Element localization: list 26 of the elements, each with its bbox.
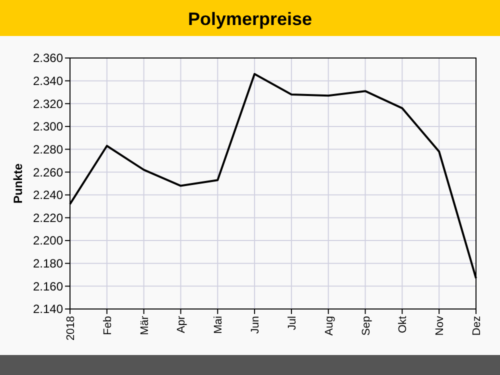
x-tick-label: Jul [286, 316, 298, 330]
y-tick-label: 2.320 [32, 96, 64, 111]
x-tick-label: Nov [434, 316, 446, 336]
y-tick-label: 2.280 [32, 142, 64, 156]
y-tick-label: 2.360 [32, 51, 64, 66]
x-tick-label: Apr [176, 316, 188, 334]
y-tick-label: 2.340 [32, 74, 64, 88]
y-axis-title: Punkte [11, 163, 25, 204]
x-tick-label: Sep [360, 316, 372, 336]
y-tick-label: 2.220 [32, 210, 64, 225]
x-tick-label: Mär [138, 316, 151, 335]
x-tick-label: Okt [397, 316, 410, 334]
x-tick-label: Feb [102, 316, 114, 335]
chart-title: Polymerpreise [188, 9, 312, 29]
x-tick-label: 2018 [65, 316, 77, 340]
x-tick-label: Dez [471, 316, 483, 336]
y-tick-label: 2.200 [32, 234, 64, 248]
x-tick-label: Aug [323, 316, 336, 336]
x-tick-label: Mai [212, 316, 225, 334]
y-tick-label: 2.140 [32, 302, 64, 316]
y-tick-label: 2.260 [32, 165, 64, 180]
y-tick-label: 2.180 [32, 256, 64, 271]
y-tick-label: 2.300 [32, 120, 64, 134]
y-tick-label: 2.240 [32, 188, 64, 202]
y-tick-label: 2.160 [32, 279, 64, 294]
x-tick-label: Jun [250, 316, 262, 334]
